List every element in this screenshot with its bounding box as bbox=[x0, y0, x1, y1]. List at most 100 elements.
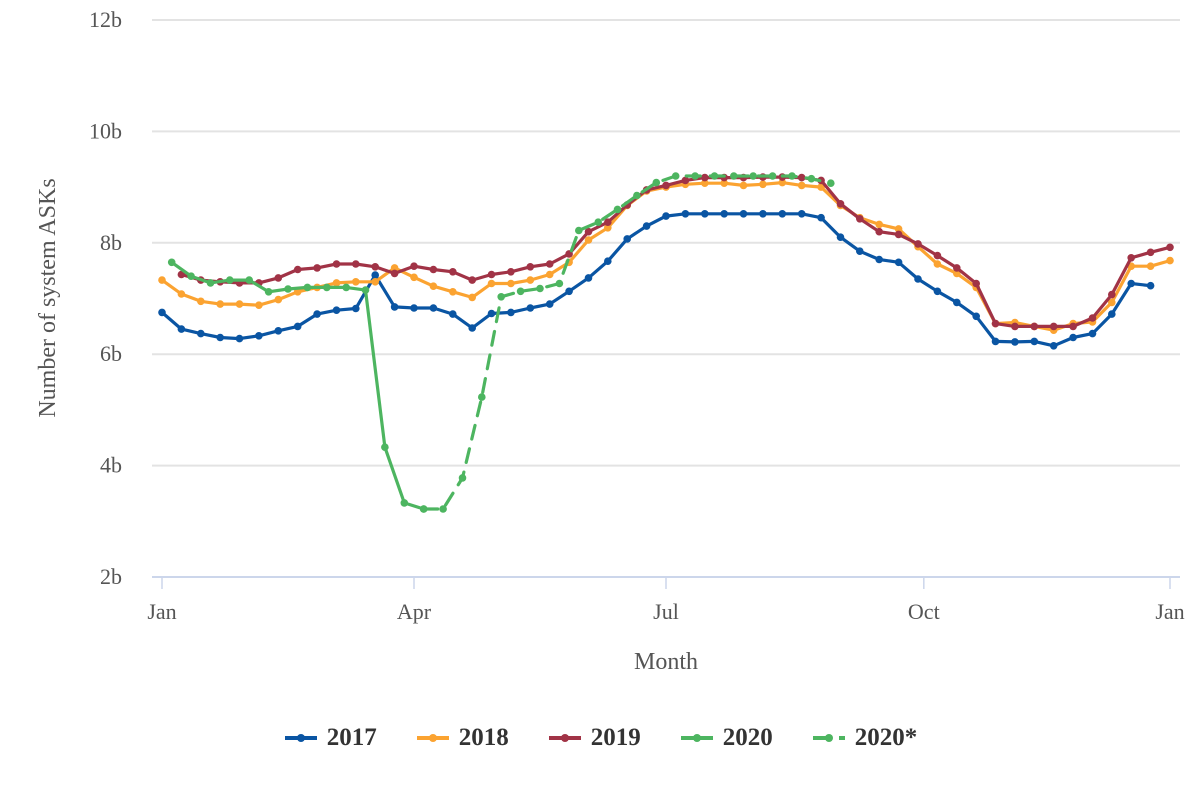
data-point bbox=[953, 298, 961, 307]
data-point bbox=[953, 264, 961, 272]
data-point bbox=[749, 172, 757, 180]
data-point bbox=[933, 251, 942, 260]
data-point bbox=[1069, 322, 1077, 331]
data-point bbox=[1049, 322, 1058, 331]
data-point bbox=[836, 200, 845, 208]
data-point bbox=[390, 303, 399, 311]
x-tick-label: Oct bbox=[908, 599, 940, 624]
data-point bbox=[419, 505, 428, 513]
series-2017 bbox=[158, 210, 1155, 350]
data-point bbox=[458, 474, 467, 482]
data-point bbox=[575, 226, 583, 235]
legend-label: 2020 bbox=[722, 724, 773, 751]
legend-swatch-icon bbox=[812, 734, 845, 742]
data-point bbox=[468, 324, 477, 332]
data-point bbox=[817, 183, 825, 191]
data-point bbox=[807, 174, 816, 183]
data-point bbox=[1146, 248, 1155, 257]
x-tick-label: Apr bbox=[397, 599, 432, 624]
legend-item-2019[interactable]: 2019 bbox=[547, 724, 641, 752]
data-point bbox=[555, 279, 564, 288]
data-point bbox=[759, 210, 767, 218]
x-axis-title: Month bbox=[634, 649, 698, 675]
data-point bbox=[361, 286, 370, 294]
y-tick-label: 2b bbox=[100, 564, 122, 589]
data-point bbox=[167, 258, 176, 267]
data-point bbox=[274, 274, 283, 282]
data-point bbox=[235, 334, 244, 343]
data-point bbox=[507, 268, 515, 276]
data-point bbox=[332, 306, 341, 315]
data-point bbox=[323, 283, 331, 292]
data-point bbox=[468, 293, 477, 302]
data-point bbox=[681, 176, 690, 185]
data-point bbox=[710, 172, 719, 180]
data-point bbox=[255, 332, 263, 340]
data-point bbox=[972, 312, 980, 321]
data-point bbox=[206, 279, 215, 287]
legend-item-2018[interactable]: 2018 bbox=[415, 724, 509, 752]
data-point bbox=[352, 278, 360, 286]
data-point bbox=[894, 225, 903, 233]
series-2019 bbox=[177, 173, 1174, 331]
x-tick-label: Jul bbox=[653, 599, 679, 624]
data-point bbox=[487, 309, 496, 318]
series-line bbox=[160, 212, 1153, 348]
data-point bbox=[545, 260, 554, 268]
data-point bbox=[894, 258, 903, 267]
data-point bbox=[681, 210, 690, 218]
legend: 2017 2018 2019 2020 2020* bbox=[0, 718, 1200, 758]
data-point bbox=[177, 270, 186, 279]
data-point bbox=[797, 173, 806, 182]
data-point bbox=[768, 172, 777, 180]
data-point bbox=[429, 265, 438, 274]
data-point bbox=[1088, 329, 1097, 338]
data-point bbox=[342, 283, 351, 292]
y-tick-label: 12b bbox=[89, 7, 122, 32]
legend-item-2017[interactable]: 2017 bbox=[283, 724, 377, 752]
data-point bbox=[216, 333, 224, 342]
data-point bbox=[478, 393, 486, 401]
data-point bbox=[856, 215, 864, 223]
data-point bbox=[671, 172, 680, 180]
data-point bbox=[594, 218, 602, 226]
legend-swatch-icon bbox=[548, 734, 581, 742]
data-point bbox=[1049, 342, 1058, 350]
legend-item-2020-projected[interactable]: 2020* bbox=[811, 724, 917, 752]
data-point bbox=[274, 327, 283, 335]
data-point bbox=[332, 260, 341, 268]
data-point bbox=[303, 283, 312, 292]
data-point bbox=[507, 308, 515, 317]
data-point bbox=[875, 255, 883, 264]
data-point bbox=[875, 227, 883, 236]
data-point bbox=[400, 499, 409, 507]
data-point bbox=[449, 310, 457, 318]
gridlines bbox=[152, 19, 1180, 467]
data-point bbox=[1146, 281, 1155, 290]
data-point bbox=[797, 210, 806, 218]
data-point bbox=[730, 172, 738, 180]
data-point bbox=[352, 260, 360, 268]
data-point bbox=[371, 271, 380, 279]
legend-label: 2019 bbox=[590, 724, 641, 751]
data-point bbox=[1127, 253, 1135, 262]
data-point bbox=[633, 191, 641, 200]
data-point bbox=[487, 279, 496, 288]
y-tick-label: 6b bbox=[100, 341, 122, 366]
data-point bbox=[778, 178, 787, 187]
data-point bbox=[507, 279, 515, 288]
data-point bbox=[313, 310, 321, 318]
data-point bbox=[1166, 243, 1174, 252]
data-point bbox=[255, 301, 263, 310]
data-point bbox=[1146, 262, 1155, 271]
data-point bbox=[1108, 298, 1116, 307]
legend-item-2020[interactable]: 2020 bbox=[679, 724, 773, 752]
data-point bbox=[604, 224, 612, 232]
data-point bbox=[914, 240, 922, 248]
data-point bbox=[701, 210, 709, 218]
data-point bbox=[545, 270, 554, 279]
data-point bbox=[662, 212, 670, 220]
data-point bbox=[584, 236, 593, 244]
data-point bbox=[991, 337, 1000, 346]
